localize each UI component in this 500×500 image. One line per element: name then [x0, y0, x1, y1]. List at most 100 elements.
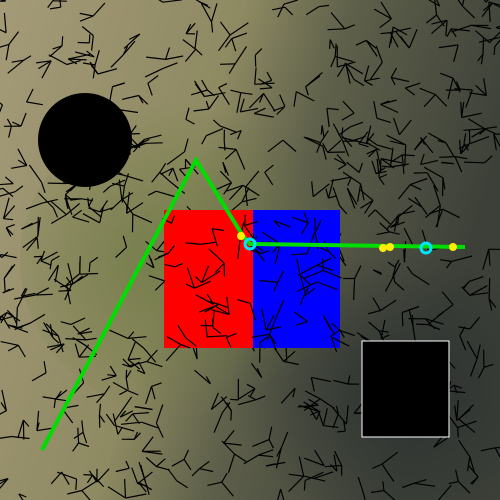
tree-edge: [66, 203, 80, 216]
tree-edge: [92, 64, 96, 79]
tree-edge: [0, 187, 4, 190]
tree-edge: [98, 403, 102, 415]
tree-edge: [222, 161, 230, 176]
tree-edge: [110, 54, 124, 68]
tree-edge: [409, 177, 428, 186]
tree-edge: [303, 136, 324, 147]
tree-edge: [459, 335, 467, 351]
tree-edge: [441, 291, 454, 306]
tree-edge: [353, 278, 356, 301]
tree-edge: [394, 281, 405, 291]
tree-edge: [363, 65, 370, 81]
tree-edge: [458, 404, 475, 420]
tree-edge: [335, 405, 339, 415]
tree-edge: [358, 143, 369, 148]
tree-edge: [455, 469, 459, 482]
tree-edge: [460, 143, 465, 155]
tree-edge: [130, 361, 140, 368]
waypoint: [386, 243, 394, 251]
tree-edge: [484, 155, 493, 164]
tree-edge: [446, 28, 452, 37]
tree-edge: [162, 0, 183, 3]
tree-edge: [67, 489, 82, 495]
tree-edge: [28, 164, 42, 183]
tree-edge: [68, 53, 90, 60]
tree-edge: [396, 204, 413, 219]
tree-edge: [303, 287, 316, 297]
tree-edge: [376, 231, 390, 236]
tree-edge: [6, 311, 21, 322]
tree-edge: [390, 221, 405, 228]
tree-edge: [137, 483, 148, 487]
tree-edge: [6, 118, 12, 127]
tree-edge: [380, 32, 391, 35]
tree-edge: [263, 93, 276, 112]
tree-edge: [341, 127, 344, 136]
tree-edge: [210, 392, 219, 410]
tree-edge: [17, 344, 26, 358]
tree-edge: [204, 92, 226, 98]
tree-edge: [375, 167, 386, 175]
tree-edge: [431, 19, 448, 35]
tree-edge: [345, 63, 364, 75]
tree-edge: [229, 129, 242, 136]
tree-edge: [0, 478, 9, 485]
tree-edge: [301, 222, 309, 235]
tree-edge: [344, 24, 356, 30]
tree-edge: [105, 413, 115, 426]
tree-edge: [453, 384, 463, 389]
tree-edge: [195, 276, 203, 284]
tree-edge: [333, 379, 349, 385]
tree-edge: [195, 294, 214, 305]
tree-edge: [36, 237, 39, 249]
tree-edge: [275, 448, 282, 469]
tree-edge: [475, 30, 490, 44]
tree-edge: [372, 297, 382, 311]
tree-edge: [267, 139, 284, 153]
tree-edge: [357, 183, 362, 202]
tree-edge: [496, 26, 500, 30]
tree-edge: [199, 460, 210, 470]
tree-edge: [86, 393, 105, 398]
tree-edge: [353, 139, 371, 145]
tree-edge: [52, 207, 59, 218]
tree-edge: [50, 200, 67, 216]
tree-edge: [182, 39, 197, 50]
tree-edge: [359, 189, 374, 201]
tree-edge: [390, 67, 398, 78]
tree-edge: [136, 369, 146, 375]
tree-edge: [107, 374, 117, 377]
tree-edge: [0, 29, 7, 34]
tree-edge: [404, 87, 416, 96]
tree-edge: [458, 439, 471, 458]
tree-edge: [454, 156, 463, 173]
tree-edge: [103, 385, 111, 395]
tree-edge: [329, 39, 331, 49]
tree-edge: [207, 335, 228, 338]
tree-edge: [333, 157, 347, 166]
tree-edge: [235, 149, 246, 170]
tree-edge: [193, 108, 209, 112]
tree-edge: [408, 28, 418, 49]
tree-edge: [488, 1, 500, 6]
tree-edge: [1, 254, 17, 259]
tree-edge: [158, 0, 164, 3]
tree-edge: [194, 30, 198, 49]
tree-edge: [123, 173, 130, 187]
tree-edge: [176, 480, 189, 489]
tree-edge: [37, 192, 54, 209]
tree-edge: [130, 138, 150, 149]
tree-edge: [0, 312, 8, 324]
tree-edge: [221, 402, 231, 414]
tree-edge: [376, 117, 392, 124]
tree-edge: [314, 449, 325, 467]
tree-edge: [115, 246, 128, 258]
tree-edge: [440, 259, 452, 262]
tree-edge: [305, 136, 321, 144]
tree-edge: [174, 262, 184, 268]
tree-edge: [122, 235, 128, 248]
tree-edge: [18, 493, 24, 500]
tree-edge: [81, 198, 93, 202]
tree-edge: [336, 154, 347, 166]
tree-edge: [260, 250, 270, 255]
